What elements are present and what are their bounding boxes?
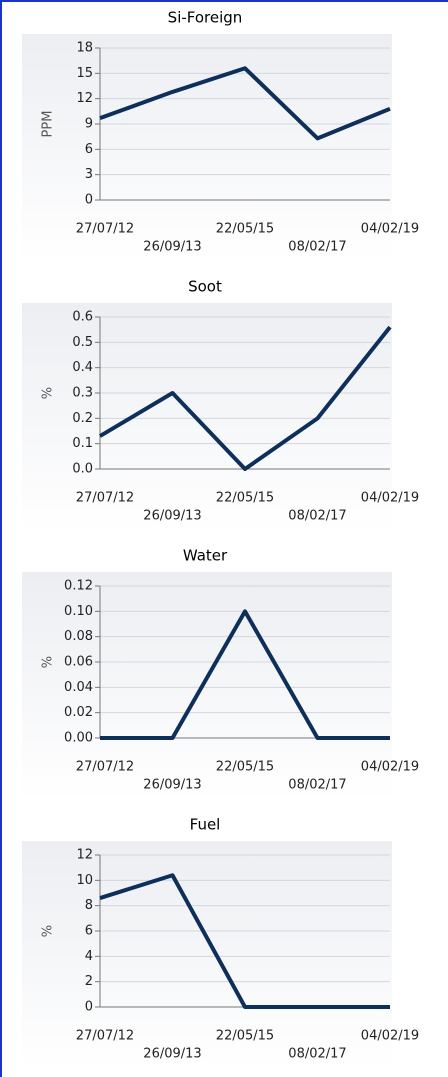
y-tick-label: 0 <box>85 1000 93 1015</box>
y-tick-label: 15 <box>76 66 93 81</box>
plot-background <box>22 841 392 1069</box>
y-tick-label: 12 <box>76 848 93 863</box>
x-tick-label: 08/02/17 <box>288 240 346 255</box>
y-axis-label: PPM <box>41 111 56 138</box>
chart-title: Si-Foreign <box>168 9 243 27</box>
y-tick-label: 0.02 <box>64 705 93 720</box>
x-tick-label: 27/07/12 <box>76 1029 134 1044</box>
y-tick-label: 0.12 <box>64 579 93 594</box>
x-tick-label: 04/02/19 <box>361 760 419 775</box>
line <box>99 873 390 1009</box>
y-tick-label: 0.5 <box>72 335 93 350</box>
chart-title: Fuel <box>190 816 221 834</box>
x-tick-label: 26/09/13 <box>143 240 201 255</box>
x-tick-label: 26/09/13 <box>143 509 201 524</box>
y-tick-label: 4 <box>85 949 93 964</box>
y-tick-label: 0.4 <box>72 360 93 375</box>
x-tick-label: 08/02/17 <box>288 778 346 793</box>
y-tick-label: 0 <box>85 193 93 208</box>
chart-title: Water <box>183 547 228 565</box>
x-tick-label: 04/02/19 <box>361 491 419 506</box>
line <box>100 609 390 740</box>
y-tick-label: 0.10 <box>64 604 93 619</box>
left-border <box>0 0 2 1077</box>
x-tick-label: 26/09/13 <box>143 1047 201 1062</box>
plot-background <box>22 34 392 262</box>
y-tick-label: 3 <box>85 167 93 182</box>
x-tick-label: 26/09/13 <box>143 778 201 793</box>
x-tick-label: 08/02/17 <box>288 1047 346 1062</box>
y-tick-label: 2 <box>85 974 93 989</box>
y-tick-label: 10 <box>76 873 93 888</box>
x-tick-label: 08/02/17 <box>288 509 346 524</box>
y-tick-label: 0.06 <box>64 655 93 670</box>
line <box>98 325 392 471</box>
y-tick-label: 0.3 <box>72 386 93 401</box>
y-tick-label: 0.6 <box>72 310 93 325</box>
y-tick-label: 12 <box>76 91 93 106</box>
top-border <box>0 0 448 2</box>
y-tick-label: 0.08 <box>64 629 93 644</box>
line <box>99 66 391 141</box>
x-tick-label: 22/05/15 <box>216 222 274 237</box>
chart-title: Soot <box>188 278 222 296</box>
x-tick-label: 27/07/12 <box>76 222 134 237</box>
x-tick-label: 27/07/12 <box>76 760 134 775</box>
plot-background <box>22 303 392 531</box>
y-tick-label: 8 <box>85 898 93 913</box>
x-tick-label: 27/07/12 <box>76 491 134 506</box>
x-tick-label: 04/02/19 <box>361 1029 419 1044</box>
y-tick-label: 18 <box>76 41 93 56</box>
y-axis-label: % <box>41 656 56 668</box>
x-tick-label: 22/05/15 <box>216 760 274 775</box>
x-tick-label: 04/02/19 <box>361 222 419 237</box>
x-tick-label: 22/05/15 <box>216 1029 274 1044</box>
y-tick-label: 9 <box>85 117 93 132</box>
y-axis-label: % <box>41 925 56 937</box>
y-tick-label: 0.2 <box>72 411 93 426</box>
y-tick-label: 0.0 <box>72 462 93 477</box>
y-tick-label: 6 <box>85 142 93 157</box>
y-axis-label: % <box>41 387 56 399</box>
x-tick-label: 22/05/15 <box>216 491 274 506</box>
y-tick-label: 0.1 <box>72 436 93 451</box>
y-tick-label: 0.04 <box>64 680 93 695</box>
y-tick-label: 6 <box>85 924 93 939</box>
y-tick-label: 0.00 <box>64 731 93 746</box>
plot-background <box>22 572 392 800</box>
